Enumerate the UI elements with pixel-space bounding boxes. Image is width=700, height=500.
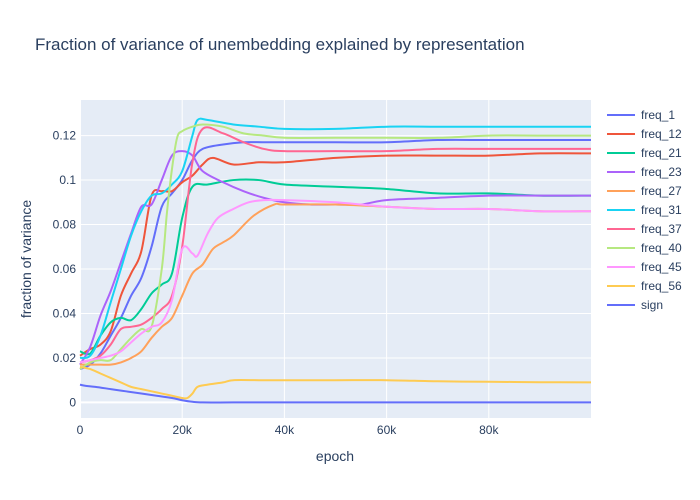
legend-item[interactable]: freq_56 <box>607 279 682 293</box>
x-tick-label: 20k <box>173 423 193 437</box>
series-line-freq-37 <box>79 126 591 364</box>
legend-label: freq_40 <box>641 241 682 255</box>
x-tick-label: 40k <box>275 423 295 437</box>
x-axis-ticks: 0 20k 40k 60k 80k <box>77 423 500 437</box>
x-tick-label: 60k <box>377 423 397 437</box>
series-line-sign <box>79 383 591 404</box>
y-tick-label: 0.08 <box>53 218 77 232</box>
legend-label: freq_37 <box>641 222 682 236</box>
legend-item[interactable]: freq_31 <box>607 203 682 217</box>
legend-label: freq_56 <box>641 279 682 293</box>
chart-title: Fraction of variance of unembedding expl… <box>35 35 525 54</box>
series-line-freq-31 <box>79 117 591 360</box>
legend-item[interactable]: freq_45 <box>607 260 682 274</box>
legend-item[interactable]: freq_37 <box>607 222 682 236</box>
x-axis-label: epoch <box>316 448 354 464</box>
series-line-freq-40 <box>79 123 591 370</box>
y-axis-label: fraction of variance <box>18 200 34 318</box>
legend-item[interactable]: freq_23 <box>607 165 682 179</box>
legend-label: sign <box>641 298 663 312</box>
y-tick-label: 0.04 <box>53 306 77 320</box>
x-tick-label: 80k <box>479 423 499 437</box>
legend-item[interactable]: freq_27 <box>607 184 682 198</box>
legend-label: freq_45 <box>641 260 682 274</box>
series-line-freq-12 <box>79 152 592 357</box>
y-tick-label: 0 <box>69 395 76 409</box>
legend-label: freq_21 <box>641 146 682 160</box>
legend-label: freq_27 <box>641 184 682 198</box>
plot-background <box>80 100 591 418</box>
y-tick-label: 0.06 <box>53 262 77 276</box>
legend-label: freq_31 <box>641 203 682 217</box>
legend-item[interactable]: freq_40 <box>607 241 682 255</box>
legend-label: freq_12 <box>641 127 682 141</box>
series-line-freq-23 <box>79 150 591 366</box>
legend-label: freq_1 <box>641 108 675 122</box>
legend-label: freq_23 <box>641 165 682 179</box>
legend-item[interactable]: sign <box>607 298 663 312</box>
y-axis-ticks: 0 0.02 0.04 0.06 0.08 0.1 0.12 <box>53 129 77 410</box>
legend-item[interactable]: freq_21 <box>607 146 682 160</box>
x-tick-label: 0 <box>77 423 84 437</box>
legend-item[interactable]: freq_12 <box>607 127 682 141</box>
y-tick-label: 0.12 <box>53 129 77 143</box>
legend-item[interactable]: freq_1 <box>607 108 675 122</box>
legend: freq_1 freq_12 freq_21 freq_23 freq_27 freq_3… <box>607 108 682 312</box>
series-lines <box>79 117 592 404</box>
y-tick-label: 0.02 <box>53 351 77 365</box>
series-line-freq-45 <box>79 198 592 364</box>
y-tick-label: 0.1 <box>59 173 76 187</box>
series-line-freq-56 <box>79 365 592 400</box>
